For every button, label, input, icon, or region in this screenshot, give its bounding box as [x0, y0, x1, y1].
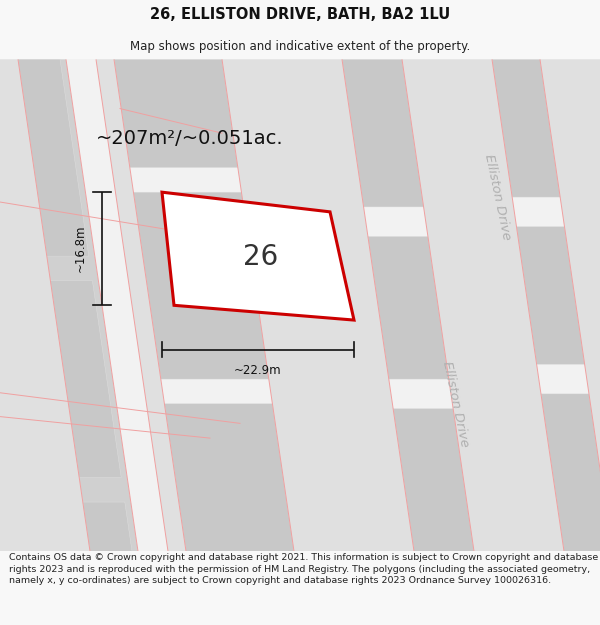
Polygon shape — [541, 394, 600, 576]
Polygon shape — [96, 59, 186, 551]
Polygon shape — [492, 59, 600, 551]
Polygon shape — [0, 10, 600, 601]
Polygon shape — [18, 59, 138, 551]
Polygon shape — [164, 404, 298, 576]
Polygon shape — [66, 59, 168, 551]
Text: 26, ELLISTON DRIVE, BATH, BA2 1LU: 26, ELLISTON DRIVE, BATH, BA2 1LU — [150, 8, 450, 22]
Polygon shape — [492, 59, 560, 197]
Polygon shape — [162, 192, 354, 320]
Text: ~16.8m: ~16.8m — [74, 225, 87, 272]
Text: Map shows position and indicative extent of the property.: Map shows position and indicative extent… — [130, 40, 470, 52]
Polygon shape — [540, 59, 600, 551]
Polygon shape — [517, 227, 584, 364]
Text: Contains OS data © Crown copyright and database right 2021. This information is : Contains OS data © Crown copyright and d… — [9, 552, 598, 586]
Text: ~207m²/~0.051ac.: ~207m²/~0.051ac. — [96, 129, 284, 148]
Polygon shape — [368, 236, 449, 379]
Polygon shape — [0, 59, 90, 551]
Text: ~22.9m: ~22.9m — [234, 364, 282, 378]
Polygon shape — [83, 502, 136, 576]
Polygon shape — [393, 409, 478, 576]
Polygon shape — [133, 192, 269, 379]
Polygon shape — [402, 59, 564, 551]
Text: Elliston Drive: Elliston Drive — [440, 359, 472, 448]
Text: 26: 26 — [244, 243, 278, 271]
Polygon shape — [222, 59, 414, 551]
Polygon shape — [18, 59, 89, 256]
Polygon shape — [342, 59, 424, 207]
Text: Elliston Drive: Elliston Drive — [482, 153, 514, 241]
Polygon shape — [50, 281, 121, 478]
Polygon shape — [342, 59, 474, 551]
Polygon shape — [114, 59, 238, 168]
Polygon shape — [114, 59, 294, 551]
